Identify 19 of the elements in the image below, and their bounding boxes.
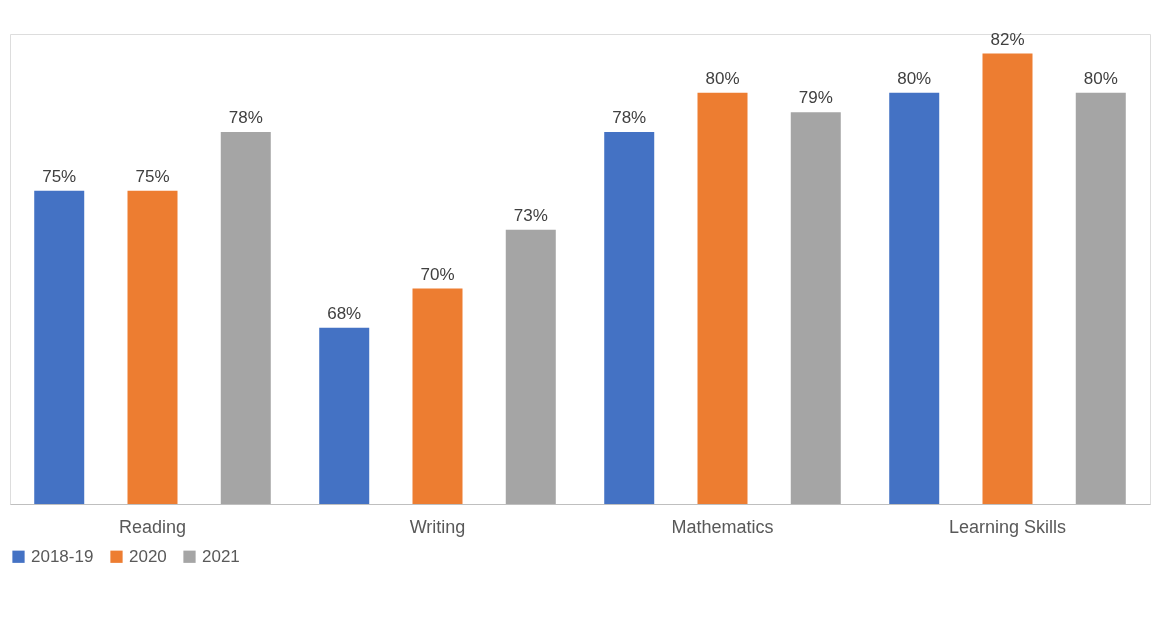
- data-label: 78%: [228, 107, 263, 127]
- data-label: 78%: [612, 107, 647, 127]
- x-tick-label: Writing: [409, 516, 466, 537]
- x-tick-label: Learning Skills: [948, 516, 1067, 537]
- data-label: 82%: [990, 29, 1025, 49]
- data-label: 75%: [42, 166, 77, 186]
- legend-label: 2020: [129, 546, 167, 566]
- legend-label: 2021: [202, 546, 240, 566]
- x-tick-label: Mathematics: [671, 516, 774, 537]
- data-label: 80%: [897, 68, 932, 88]
- data-label: 75%: [135, 166, 170, 186]
- data-label: 70%: [420, 264, 455, 284]
- x-tick-label: Reading: [118, 516, 187, 537]
- data-label: 79%: [798, 88, 833, 108]
- data-label: 68%: [327, 303, 362, 323]
- data-label: 80%: [705, 68, 740, 88]
- data-label: 73%: [513, 205, 548, 225]
- data-label: 80%: [1083, 68, 1118, 88]
- legend-label: 2018-19: [31, 546, 94, 566]
